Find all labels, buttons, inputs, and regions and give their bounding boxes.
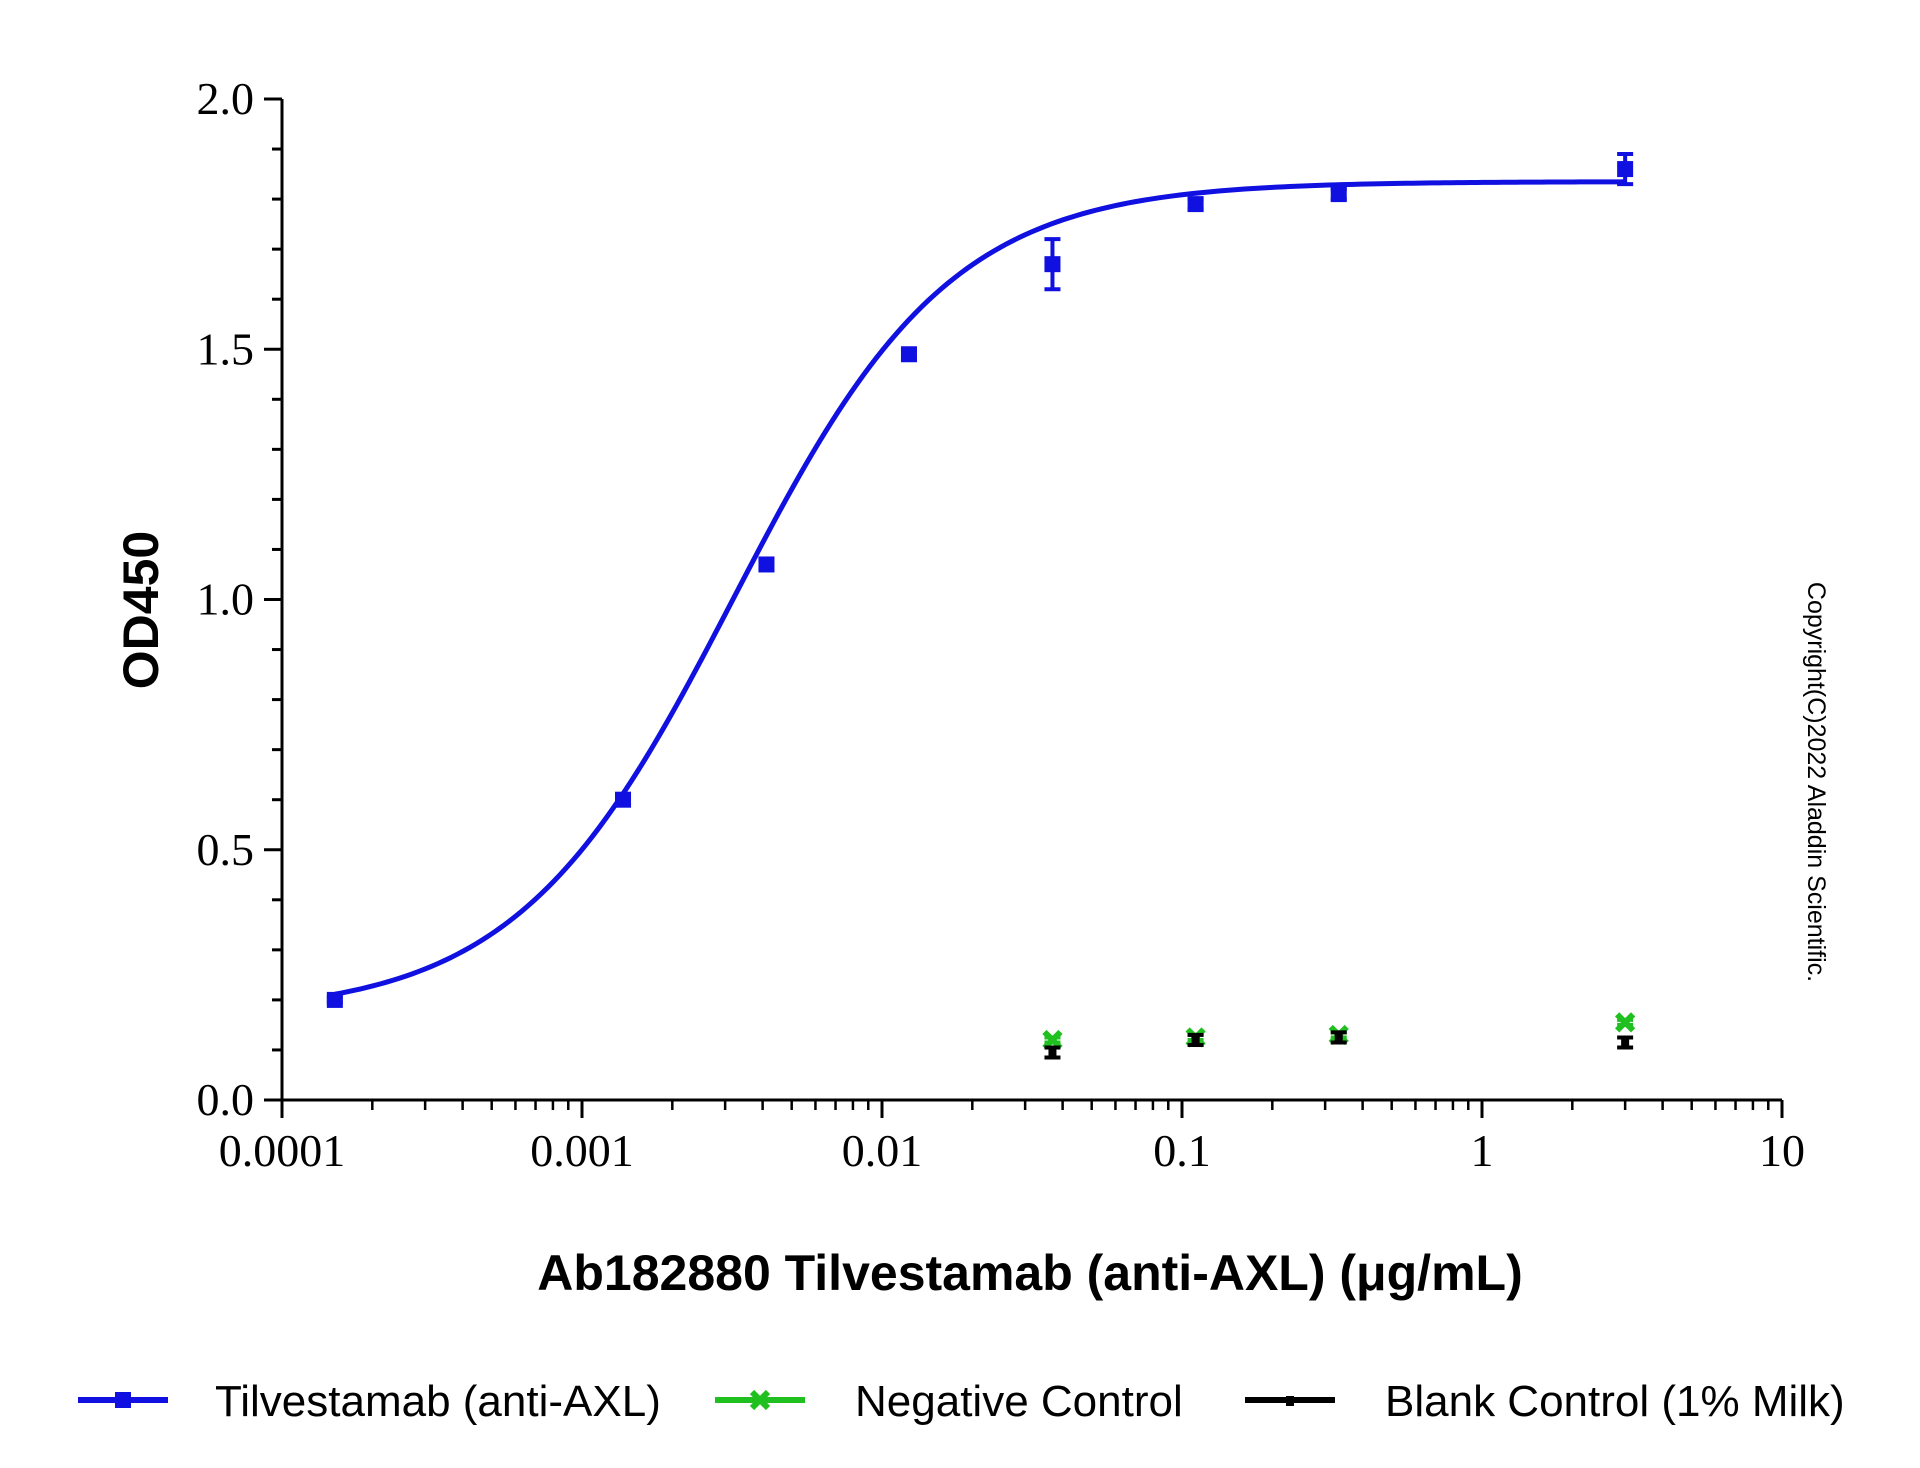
copyright-watermark: Copyright(C)2022 Aladdin Scientific.: [1802, 582, 1830, 982]
y-tick-label: 2.0: [197, 73, 255, 124]
x-axis-title: Ab182880 Tilvestamab (anti-AXL) (μg/mL): [537, 1245, 1522, 1301]
data-point: [1330, 186, 1347, 203]
legend-item: Negative Control: [715, 1377, 1183, 1426]
legend-label: Blank Control (1% Milk): [1385, 1377, 1845, 1426]
y-tick-label: 0.0: [197, 1074, 255, 1125]
x-tick-label: 0.001: [530, 1125, 634, 1176]
legend-marker: [115, 1392, 131, 1408]
axes: 0.0 0.5 1.0 1.5 2.0 0.0001 0.001 0.01 0.1 1 10: [197, 73, 1806, 1176]
data-point: [1191, 1035, 1200, 1046]
y-tick-label: 1.0: [197, 574, 255, 625]
legend-marker: [1286, 1396, 1294, 1406]
legend-label: Negative Control: [855, 1377, 1183, 1426]
data-point: [758, 556, 775, 573]
data-point: [1621, 1038, 1630, 1049]
axis-labels: Ab182880 Tilvestamab (anti-AXL) (μg/mL) …: [113, 531, 1830, 1301]
legend-label: Tilvestamab (anti-AXL): [215, 1377, 661, 1426]
x-tick-label: 0.01: [842, 1125, 923, 1176]
data-point: [1048, 1048, 1057, 1059]
x-tick-label: 0.1: [1153, 1125, 1211, 1176]
x-tick-label: 1: [1471, 1125, 1494, 1176]
y-axis-title: OD450: [113, 531, 169, 689]
data-point: [615, 791, 632, 808]
y-tick-label: 1.5: [197, 323, 255, 374]
data-point: [1044, 256, 1061, 273]
fit-curves: [334, 179, 1626, 997]
x-tick-label: 10: [1759, 1125, 1805, 1176]
data-marks: [326, 152, 1636, 1060]
y-tick-label: 0.5: [197, 824, 255, 875]
marker-stroke: [1042, 1029, 1063, 1051]
marker-stroke: [749, 1389, 771, 1411]
legend-item: Blank Control (1% Milk): [1245, 1377, 1845, 1426]
data-point: [1334, 1033, 1343, 1044]
legend-item: Tilvestamab (anti-AXL): [78, 1377, 661, 1426]
data-point: [1617, 161, 1634, 178]
x-tick-label: 0.0001: [219, 1125, 346, 1176]
data-point: [1042, 1029, 1063, 1051]
data-point: [900, 346, 917, 363]
data-point: [1615, 1012, 1636, 1033]
fit-curve: [334, 179, 1626, 997]
marker-stroke: [1615, 1012, 1636, 1033]
legend: Tilvestamab (anti-AXL) Negative Control Bl…: [78, 1377, 1845, 1426]
data-point: [326, 991, 343, 1008]
data-point: [1187, 196, 1204, 213]
legend-marker: [749, 1389, 771, 1411]
